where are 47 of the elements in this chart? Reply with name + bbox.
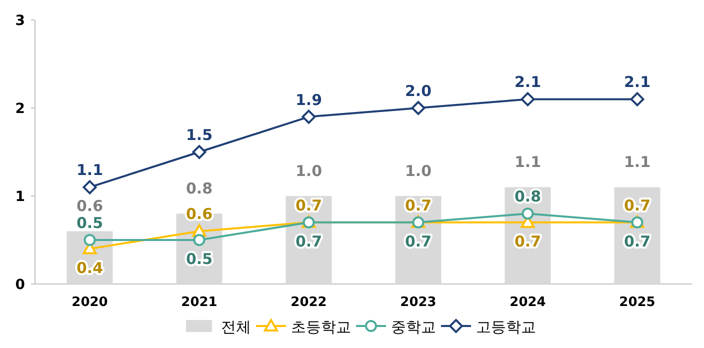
legend-label: 전체 <box>221 318 251 336</box>
legend-label: 중학교 <box>391 318 436 336</box>
point <box>520 92 535 106</box>
y-tick-label: 2 <box>15 101 25 117</box>
y-tick-label: 1 <box>15 189 25 205</box>
data-label: 0.7 <box>514 232 542 250</box>
data-label: 0.7 <box>404 196 432 214</box>
data-label: 0.7 <box>295 196 322 214</box>
data-label: 0.6 <box>76 197 104 216</box>
data-label: 0.7 <box>404 232 432 250</box>
point <box>82 180 97 194</box>
legend-label: 고등학교 <box>476 318 536 336</box>
point <box>192 145 206 159</box>
data-label: 0.7 <box>295 232 322 250</box>
data-label: 2.1 <box>624 73 651 92</box>
point <box>193 234 206 246</box>
point <box>302 110 316 124</box>
data-label: 1.1 <box>76 161 104 180</box>
data-label: 1.5 <box>186 126 213 144</box>
x-tick-label: 2025 <box>619 295 656 310</box>
data-label: 0.6 <box>186 205 213 224</box>
data-label: 1.1 <box>624 153 651 172</box>
point <box>630 92 644 106</box>
data-label: 0.5 <box>186 250 213 268</box>
data-label: 2.0 <box>404 82 432 100</box>
data-label: 0.7 <box>624 232 651 250</box>
point <box>84 234 96 246</box>
data-label: 1.0 <box>295 162 322 180</box>
y-tick-label: 3 <box>15 13 25 29</box>
point <box>411 101 426 115</box>
data-label: 0.7 <box>624 196 651 214</box>
x-tick-label: 2024 <box>510 295 546 310</box>
x-tick-label: 2020 <box>72 295 108 310</box>
x-tick-label: 2021 <box>181 295 218 310</box>
data-label: 0.8 <box>514 188 542 206</box>
data-label: 0.8 <box>186 180 213 198</box>
x-tick-label: 2022 <box>290 295 327 310</box>
point <box>522 208 534 220</box>
data-label: 1.1 <box>514 153 542 172</box>
data-label: 1.9 <box>295 90 322 109</box>
data-label: 0.4 <box>76 258 104 277</box>
y-tick-label: 0 <box>15 277 26 293</box>
data-label: 0.5 <box>76 214 104 232</box>
data-label: 1.0 <box>404 162 432 180</box>
x-tick-label: 2023 <box>400 295 436 310</box>
data-label: 2.1 <box>514 73 542 92</box>
legend-label: 초등학교 <box>291 318 351 336</box>
